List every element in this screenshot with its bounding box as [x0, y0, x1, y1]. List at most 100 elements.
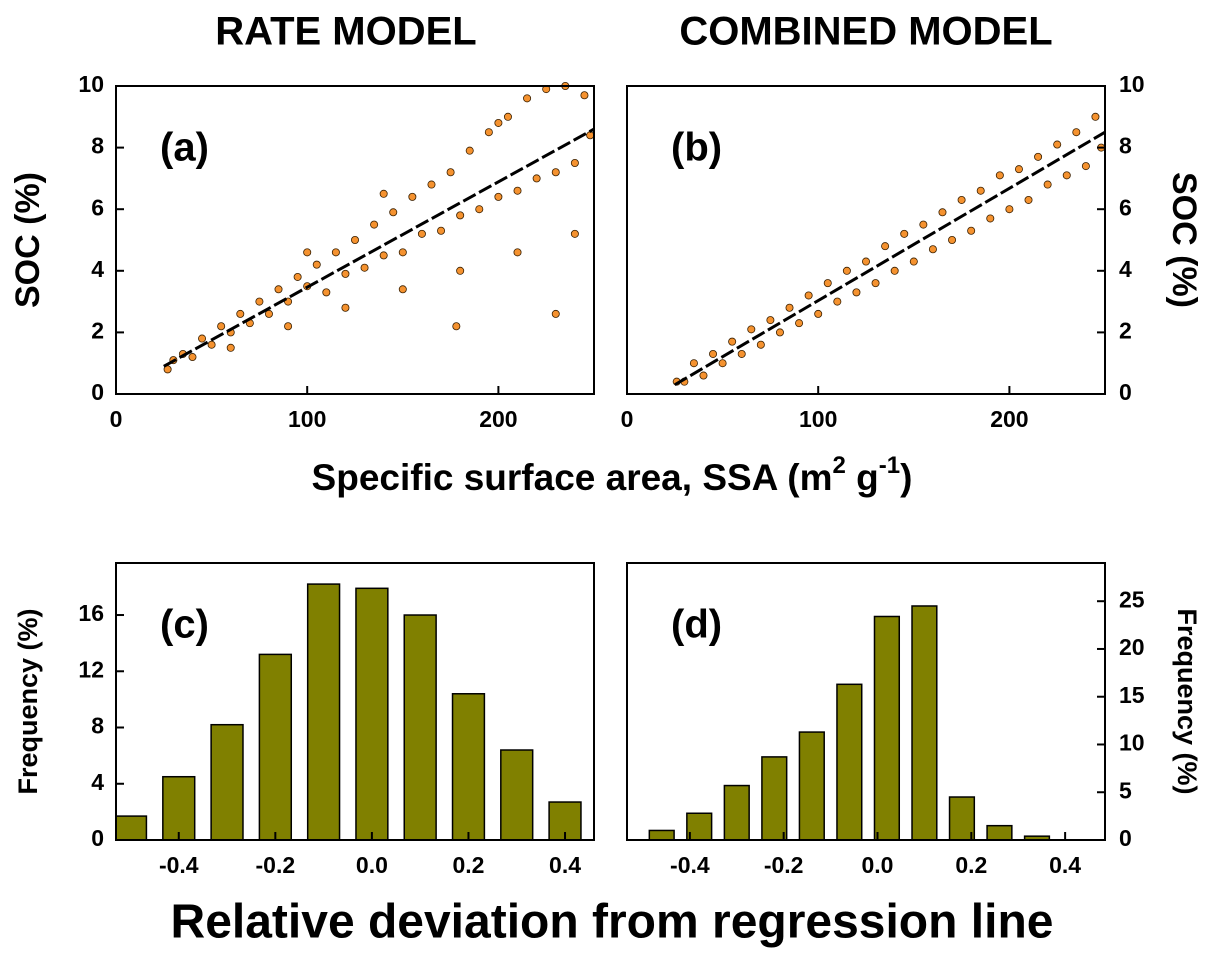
y-axis-label: Frequency (%)	[13, 608, 43, 794]
y-axis-label: Frequency (%)	[1172, 608, 1202, 794]
bar	[355, 587, 389, 841]
point	[756, 340, 765, 349]
point	[312, 260, 321, 269]
y-tick-label: 12	[78, 656, 104, 682]
y-tick-label: 8	[91, 713, 104, 739]
x-tick-label: 0.2	[955, 852, 987, 878]
point	[804, 291, 813, 300]
x-tick-label: 0	[621, 406, 634, 432]
point	[532, 174, 541, 183]
point	[398, 248, 407, 257]
y-tick-label: 8	[1119, 133, 1132, 159]
point	[900, 229, 909, 238]
bar	[162, 775, 196, 841]
point	[909, 257, 918, 266]
point	[217, 322, 226, 331]
y-tick-label: 16	[78, 600, 104, 626]
y-tick-label: 4	[91, 769, 104, 795]
x-tick-label: 0.4	[1049, 852, 1081, 878]
x-tick-label: -0.4	[159, 852, 199, 878]
y-tick-label: 2	[1119, 317, 1132, 343]
bar	[306, 583, 341, 841]
point	[1072, 128, 1081, 137]
point	[284, 322, 293, 331]
x-tick-label: 200	[479, 406, 517, 432]
label-part: Specific surface area, SSA (m	[312, 457, 833, 498]
x-tick-label: -0.2	[764, 852, 804, 878]
x-axis-label: Specific surface area, SSA (m2 g-1)	[312, 452, 913, 498]
x-tick-label: 100	[799, 406, 837, 432]
panel-title: RATE MODEL	[215, 10, 476, 54]
panel-label: (d)	[671, 603, 722, 647]
y-tick-label: 2	[91, 317, 104, 343]
point	[1034, 152, 1043, 161]
point	[379, 251, 388, 260]
point	[995, 171, 1004, 180]
regression-line	[163, 127, 595, 368]
point	[513, 248, 522, 257]
point	[580, 91, 589, 100]
bar	[986, 824, 1013, 841]
point	[398, 285, 407, 294]
point	[699, 371, 708, 380]
y-tick-label: 6	[91, 194, 104, 220]
point	[1081, 162, 1090, 171]
y-tick-label: 25	[1119, 586, 1145, 612]
point	[446, 168, 455, 177]
point	[881, 242, 890, 251]
point	[475, 205, 484, 214]
plot-frame	[626, 85, 1106, 395]
bar	[648, 829, 675, 841]
point	[871, 279, 880, 288]
label-part: -1	[879, 452, 900, 479]
point	[766, 316, 775, 325]
point	[718, 359, 727, 368]
point	[890, 266, 899, 275]
bar	[210, 723, 244, 841]
point	[236, 309, 245, 318]
point	[842, 266, 851, 275]
point	[465, 146, 474, 155]
point	[689, 359, 698, 368]
point	[322, 288, 331, 297]
y-tick-label: 0	[1119, 379, 1132, 405]
point	[948, 235, 957, 244]
panel-title: COMBINED MODEL	[679, 10, 1052, 54]
point	[452, 322, 461, 331]
point	[379, 189, 388, 198]
label-part: 2	[833, 452, 846, 479]
y-tick-label: 5	[1119, 777, 1132, 803]
y-tick-label: 0	[91, 379, 104, 405]
point	[709, 349, 718, 358]
bar	[948, 796, 976, 841]
regression-line	[674, 130, 1106, 387]
panel-label: (b)	[671, 126, 722, 170]
point	[1005, 205, 1014, 214]
point	[852, 288, 861, 297]
point	[523, 94, 532, 103]
point	[938, 208, 947, 217]
point	[331, 248, 340, 257]
point	[456, 211, 465, 220]
point	[494, 118, 503, 127]
point	[389, 208, 398, 217]
x-axis-label: Relative deviation from regression line	[171, 896, 1054, 949]
x-tick-label: 0.0	[356, 852, 388, 878]
point	[350, 235, 359, 244]
y-axis-label: SOC (%)	[9, 172, 47, 308]
point	[188, 353, 197, 362]
point	[785, 303, 794, 312]
y-axis-label: SOC (%)	[1165, 172, 1203, 308]
panel-label: (c)	[160, 603, 209, 647]
y-tick-label: 10	[1119, 71, 1145, 97]
bar	[686, 812, 713, 841]
plot-frame	[626, 562, 1106, 841]
label-part: )	[900, 457, 912, 498]
point	[341, 269, 350, 278]
point	[862, 257, 871, 266]
bar	[911, 605, 938, 841]
y-tick-label: 8	[91, 133, 104, 159]
y-tick-label: 20	[1119, 634, 1145, 660]
x-tick-label: -0.4	[670, 852, 710, 878]
